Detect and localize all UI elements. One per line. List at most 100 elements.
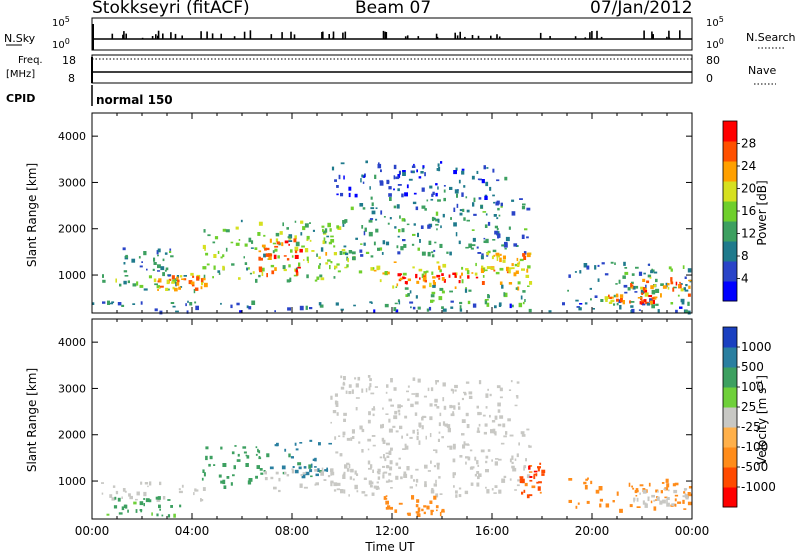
data-cell	[640, 300, 645, 305]
data-cell	[306, 256, 309, 261]
data-cell	[438, 296, 443, 301]
data-cell	[265, 253, 270, 257]
data-cell	[435, 192, 438, 197]
data-cell	[511, 465, 515, 469]
data-cell	[183, 275, 187, 277]
data-cell	[665, 282, 668, 288]
data-cell	[476, 471, 480, 474]
data-cell	[276, 241, 280, 245]
data-cell	[299, 442, 303, 444]
data-cell	[459, 455, 463, 458]
data-cell	[677, 294, 680, 297]
data-cell	[139, 284, 144, 288]
data-cell	[154, 308, 158, 312]
data-cell	[261, 267, 265, 272]
data-cell	[441, 273, 444, 276]
data-cell	[354, 377, 357, 380]
data-cell	[156, 250, 159, 255]
data-cell	[396, 245, 399, 249]
data-cell	[482, 414, 486, 417]
data-cell	[468, 395, 473, 399]
nave-label: Nave	[748, 64, 776, 77]
data-cell	[675, 309, 678, 313]
data-cell	[411, 393, 416, 395]
colorbar-tick-label: 24	[741, 159, 756, 173]
nsky-bar	[384, 31, 386, 39]
data-cell	[395, 176, 400, 180]
x-tick-label: 20:00	[575, 524, 610, 538]
data-cell	[143, 498, 146, 500]
data-cell	[340, 489, 344, 494]
data-cell	[624, 267, 628, 269]
data-cell	[422, 167, 424, 170]
data-cell	[336, 185, 339, 188]
data-cell	[432, 216, 435, 222]
data-cell	[144, 482, 149, 485]
data-cell	[502, 255, 506, 260]
data-cell	[472, 237, 476, 242]
data-cell	[369, 301, 373, 304]
data-cell	[413, 223, 416, 226]
data-cell	[322, 240, 325, 245]
colorbar-swatch	[723, 281, 737, 302]
data-cell	[346, 437, 351, 441]
data-cell	[178, 490, 183, 494]
data-cell	[453, 485, 455, 488]
data-cell	[400, 246, 404, 251]
data-cell	[141, 261, 143, 263]
data-cell	[650, 285, 654, 290]
data-cell	[441, 436, 444, 439]
data-cell	[576, 306, 581, 308]
data-cell	[672, 483, 676, 487]
data-cell	[506, 266, 510, 272]
data-cell	[284, 448, 287, 452]
data-cell	[526, 474, 531, 479]
data-cell	[374, 174, 377, 179]
data-cell	[688, 279, 692, 282]
data-cell	[441, 290, 445, 294]
nsky-bar	[155, 34, 157, 39]
data-cell	[651, 289, 656, 295]
nsky-bar	[464, 36, 466, 39]
data-cell	[222, 228, 227, 232]
data-cell	[461, 168, 465, 171]
data-cell	[124, 490, 127, 493]
data-cell	[341, 249, 346, 251]
data-cell	[361, 428, 365, 433]
data-cell	[674, 498, 677, 502]
data-cell	[627, 287, 631, 291]
data-cell	[640, 286, 644, 290]
data-cell	[481, 265, 484, 269]
data-cell	[357, 376, 361, 381]
data-cell	[274, 444, 278, 447]
data-cell	[388, 479, 390, 483]
data-cell	[489, 186, 492, 191]
data-cell	[326, 235, 330, 238]
data-cell	[293, 274, 298, 277]
data-cell	[493, 431, 497, 435]
data-cell	[157, 264, 161, 269]
data-cell	[157, 288, 159, 291]
data-cell	[409, 436, 413, 439]
nsky-bar	[668, 30, 670, 39]
data-cell	[442, 397, 445, 402]
data-cell	[204, 246, 206, 251]
data-cell	[515, 270, 519, 274]
data-cell	[526, 252, 531, 258]
data-cell	[429, 433, 432, 438]
data-cell	[449, 290, 453, 293]
data-cell	[320, 471, 324, 476]
data-cell	[273, 486, 277, 490]
data-cell	[442, 308, 447, 312]
data-cell	[275, 232, 280, 237]
data-cell	[245, 463, 249, 467]
data-cell	[382, 240, 386, 245]
data-cell	[136, 281, 139, 286]
data-cell	[640, 289, 645, 294]
data-cell	[251, 240, 254, 244]
data-cell	[375, 218, 378, 221]
data-cell	[433, 465, 437, 468]
data-cell	[342, 220, 346, 224]
data-cell	[178, 488, 181, 491]
